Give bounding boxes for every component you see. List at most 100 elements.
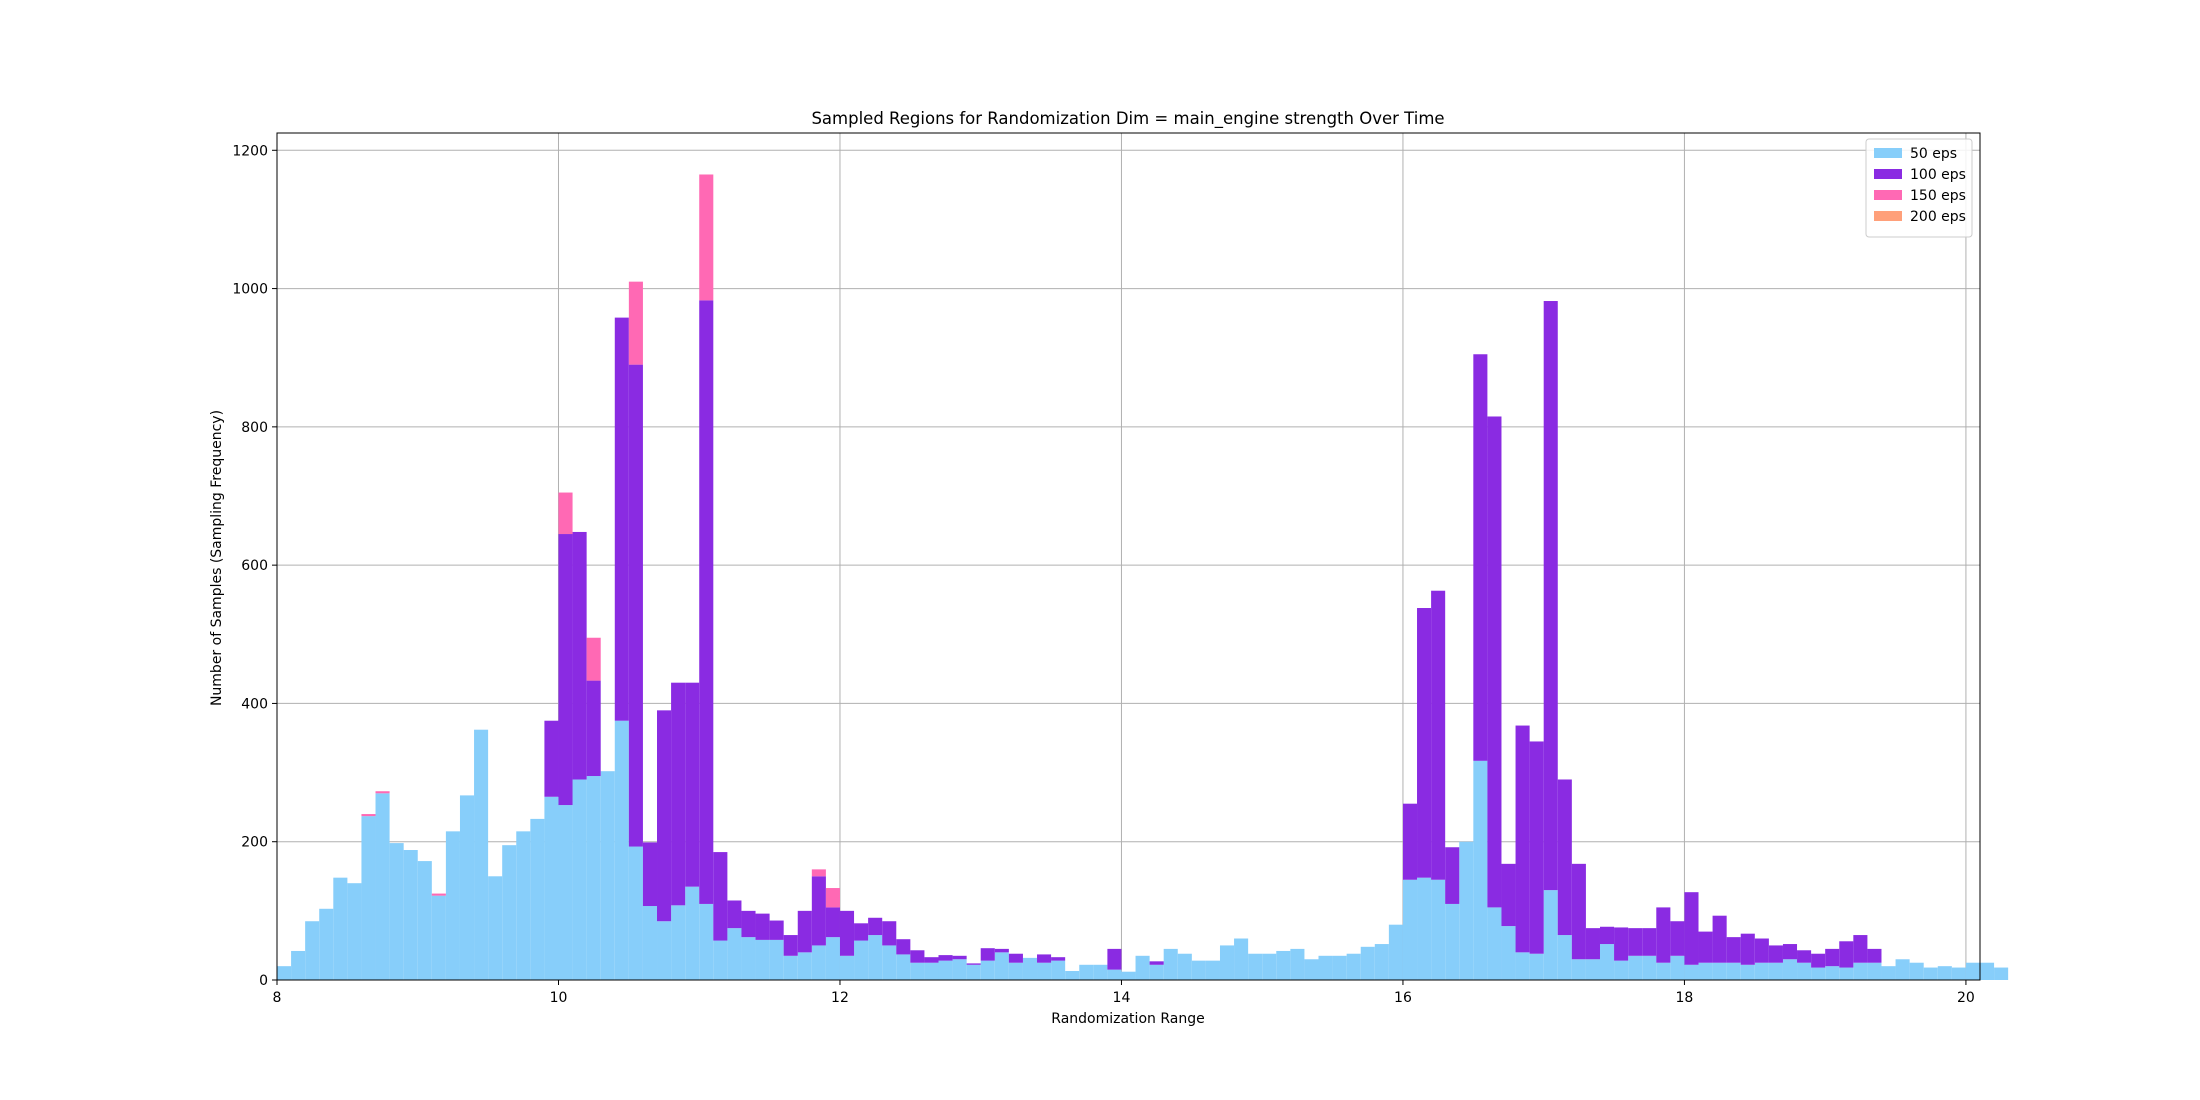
histogram-bar [1923,967,1938,980]
histogram-bar [727,900,742,929]
histogram-bar [1332,955,1347,980]
histogram-bar [854,940,869,980]
histogram-bar [1037,962,1052,980]
histogram-bar [882,945,897,980]
histogram-bar [966,964,981,980]
histogram-bar [1585,959,1600,980]
histogram-bar [825,907,840,938]
histogram-bar [1839,967,1854,980]
histogram-bar [657,710,672,922]
x-tick-label: 8 [273,990,282,1006]
histogram-bar [713,852,728,941]
histogram-bar [614,317,629,721]
histogram-bar [1205,960,1220,980]
histogram-bar [1754,962,1769,980]
y-axis-ticks: 0 200 400 600 800 1000 1200 [232,143,277,989]
histogram-bar [361,816,376,980]
histogram-bar [1557,779,1572,936]
histogram-bar [727,928,742,980]
histogram-bar [1051,960,1066,980]
histogram-bar [1487,907,1502,980]
histogram-bar [1811,953,1826,968]
histogram-bar [1543,301,1558,891]
histogram-bar [699,300,714,904]
histogram-bar [431,893,446,896]
x-tick-label: 20 [1957,990,1975,1006]
histogram-bar [628,364,643,847]
histogram-bar [1529,741,1544,954]
histogram-bar [1599,944,1615,980]
legend-label: 100 eps [1910,167,1966,183]
histogram-bar [319,908,334,980]
histogram-bar [713,940,728,980]
histogram-bar [1670,921,1685,956]
histogram-bar [375,793,390,980]
histogram-bar [1895,959,1910,980]
histogram-bar [516,831,531,980]
histogram-bar [1276,950,1291,980]
y-tick-label: 600 [241,558,268,574]
histogram-bar [1248,953,1263,980]
histogram-bar [586,680,601,777]
x-tick-label: 16 [1394,990,1412,1006]
histogram-bar [1459,841,1474,980]
histogram-bar [1501,926,1516,980]
histogram-bar [1782,959,1798,980]
histogram-bar [1515,952,1530,980]
histogram-bar [1965,962,1980,980]
histogram-bar [459,795,475,980]
histogram-bar [797,910,812,953]
histogram-bar [586,776,601,980]
histogram-bar [1656,962,1671,980]
histogram-bar [1571,959,1586,980]
histogram-bar [685,682,700,887]
histogram-bar [1726,962,1741,980]
histogram-bar [811,869,826,877]
histogram-bar [896,954,911,980]
y-tick-label: 800 [241,420,268,436]
histogram-bar [1599,926,1615,945]
histogram-bar [1740,964,1755,980]
histogram-bar [1543,890,1558,980]
histogram-bar [1867,962,1882,980]
histogram-bar [1065,971,1080,980]
histogram-bar [1782,944,1798,960]
histogram-bar [1191,960,1206,980]
x-axis-label: Randomization Range [1051,1011,1204,1027]
histogram-bar [741,937,756,980]
histogram-bar [1290,948,1305,980]
histogram-bar [1445,903,1460,980]
histogram-bar [980,948,995,961]
histogram-bar [642,842,658,907]
histogram-bar [544,796,559,980]
histogram-bar [741,910,756,938]
y-tick-label: 1000 [232,282,268,298]
histogram-bar [783,935,798,956]
y-tick-label: 0 [259,973,268,989]
histogram-bar [628,281,643,365]
histogram-bar [811,945,826,980]
histogram-bar [1684,964,1699,980]
histogram-bar [1121,971,1136,980]
histogram-bar [924,957,939,963]
histogram-bar [445,831,460,980]
histogram-bar [657,921,672,980]
histogram-bar [1417,608,1432,878]
histogram-bar [1529,953,1544,980]
histogram-bar [1487,416,1502,908]
histogram-bar [502,845,517,980]
histogram-bar [1853,935,1868,963]
histogram-bar [1346,953,1361,980]
histogram-bar [868,917,883,936]
histogram-bar [839,955,855,980]
histogram-bar [305,921,320,980]
histogram-bar [854,923,869,941]
histogram-bar [1360,946,1375,980]
histogram-bar [938,955,953,961]
histogram-bar [1994,967,2009,980]
histogram-bar [1093,964,1108,980]
histogram-bar [586,637,601,681]
histogram-bar [868,935,883,980]
histogram-bar [811,876,826,946]
legend-label: 150 eps [1910,188,1966,204]
